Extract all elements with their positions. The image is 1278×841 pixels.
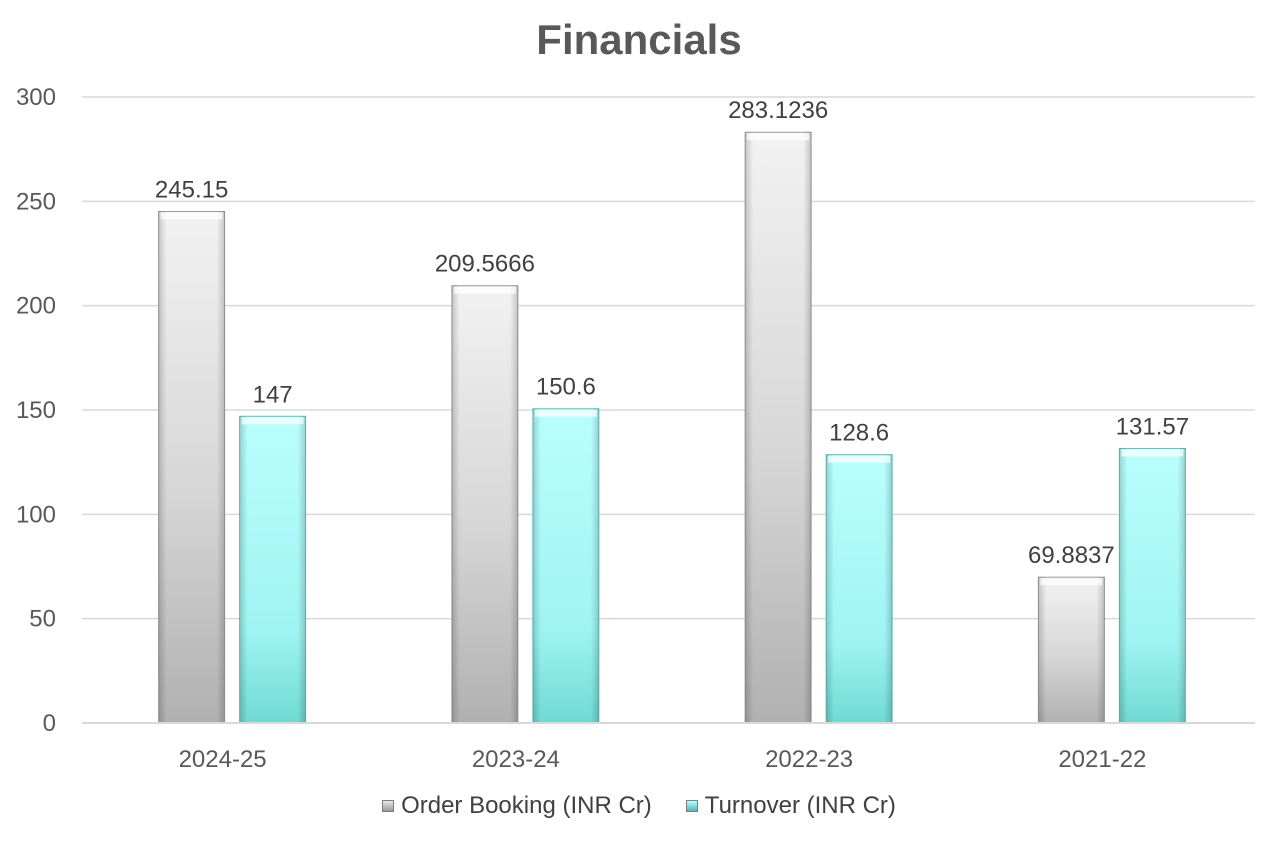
legend-label-order-booking: Order Booking (INR Cr) xyxy=(401,792,652,819)
bar-highlight-order-booking-2021-22 xyxy=(1040,578,1103,586)
y-tick-label: 50 xyxy=(29,606,56,633)
bar-highlight-order-booking-2023-24 xyxy=(453,286,516,294)
bar-shade-order-booking-2022-23 xyxy=(745,132,812,723)
x-tick-label-2024-25: 2024-25 xyxy=(179,746,267,773)
data-label-turnover-2024-25: 147 xyxy=(253,381,293,408)
bar-shade-turnover-2024-25 xyxy=(239,416,306,723)
y-tick-label: 300 xyxy=(16,84,56,111)
bar-shade-turnover-2023-24 xyxy=(532,408,599,723)
bar-shade-turnover-2022-23 xyxy=(826,454,893,723)
x-tick-label-2023-24: 2023-24 xyxy=(472,746,560,773)
data-label-turnover-2023-24: 150.6 xyxy=(536,374,596,401)
legend-swatch-order-booking xyxy=(382,800,395,812)
y-tick-label: 250 xyxy=(16,188,56,215)
y-tick-label: 100 xyxy=(16,501,56,528)
data-label-order-booking-2023-24: 209.5666 xyxy=(435,251,535,278)
labels-layer: 245.15 147 209.5666 150.6 283.1236 128.6 69.88… xyxy=(155,97,1189,569)
bar-highlight-order-booking-2024-25 xyxy=(160,212,223,220)
bars-layer xyxy=(158,131,1186,724)
data-label-order-booking-2022-23: 283.1236 xyxy=(728,97,828,124)
legend-item-order-booking: Order Booking (INR Cr) xyxy=(382,792,652,820)
x-tick-label-2022-23: 2022-23 xyxy=(765,746,853,773)
data-label-order-booking-2021-22: 69.8837 xyxy=(1028,542,1115,569)
bar-highlight-turnover-2022-23 xyxy=(828,455,891,463)
bar-highlight-turnover-2023-24 xyxy=(534,409,597,417)
legend-label-turnover: Turnover (INR Cr) xyxy=(704,792,896,819)
axis-layer: 0 50 100 150 200 250 300 2024-25 2023-24 2022-23 2… xyxy=(16,84,1255,773)
chart-legend: Order Booking (INR Cr) Turnover (INR Cr) xyxy=(0,792,1278,820)
bar-highlight-turnover-2021-22 xyxy=(1121,449,1184,457)
y-tick-label: 0 xyxy=(43,710,56,737)
data-label-order-booking-2024-25: 245.15 xyxy=(155,176,228,203)
bar-highlight-turnover-2024-25 xyxy=(241,417,304,425)
x-tick-label-2021-22: 2021-22 xyxy=(1058,746,1146,773)
legend-item-turnover: Turnover (INR Cr) xyxy=(685,792,896,820)
bar-shade-order-booking-2021-22 xyxy=(1038,577,1105,723)
bar-shade-turnover-2021-22 xyxy=(1119,448,1186,723)
bar-shade-order-booking-2024-25 xyxy=(158,211,225,723)
data-label-turnover-2022-23: 128.6 xyxy=(829,420,889,447)
data-label-turnover-2021-22: 131.57 xyxy=(1116,413,1189,440)
y-tick-label: 150 xyxy=(16,397,56,424)
legend-swatch-turnover xyxy=(685,800,698,812)
y-tick-label: 200 xyxy=(16,293,56,320)
bar-highlight-order-booking-2022-23 xyxy=(747,133,810,141)
chart-title: Financials xyxy=(536,16,742,63)
bar-shade-order-booking-2023-24 xyxy=(451,285,518,723)
